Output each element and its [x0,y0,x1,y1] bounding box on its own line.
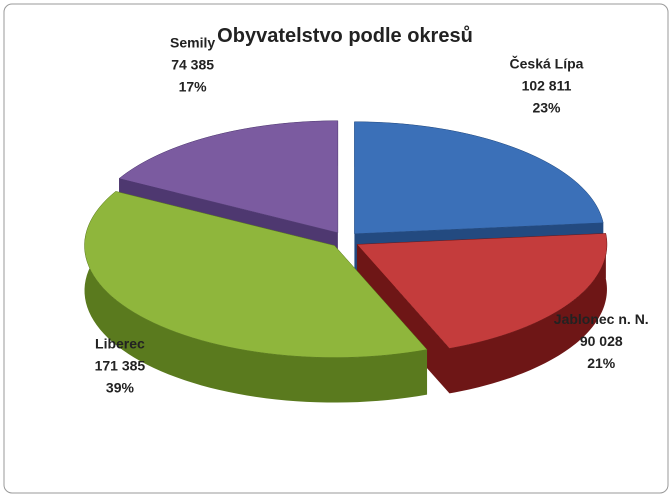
slice-wall [449,233,607,394]
chart-title: Obyvatelstvo podle okresů [217,25,473,47]
data-label: Jablonec n. N. [554,311,649,327]
slice-top [356,233,608,349]
slice-top [84,191,428,358]
slice-top [354,121,604,235]
data-label: 90 028 [580,333,623,349]
data-label: Česká Lípa [510,54,584,71]
slice-top [118,120,339,234]
data-label: 74 385 [171,56,214,72]
data-label: 21% [587,355,616,371]
labels: Česká Lípa 102 811 23% Jablonec n. N. 90 028… [95,34,649,395]
data-label: 171 385 [95,358,146,374]
data-label: 23% [532,99,561,115]
pie [84,120,608,403]
data-label: Liberec [95,336,145,352]
data-label: 17% [179,78,208,94]
data-label: 39% [106,380,135,396]
slice [84,191,428,403]
data-label: Semily [170,34,215,50]
slice-wall [84,191,428,403]
data-label: 102 811 [522,77,572,93]
